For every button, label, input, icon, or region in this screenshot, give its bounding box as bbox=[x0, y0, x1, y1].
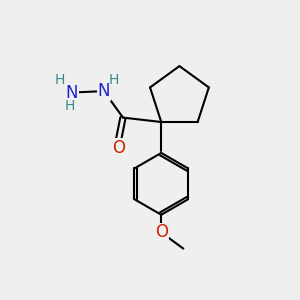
Text: N: N bbox=[98, 82, 110, 100]
Text: O: O bbox=[112, 139, 125, 157]
Text: H: H bbox=[109, 73, 119, 87]
Text: H: H bbox=[65, 99, 75, 113]
Text: N: N bbox=[65, 84, 78, 102]
Text: H: H bbox=[55, 73, 65, 87]
Text: O: O bbox=[155, 224, 168, 242]
